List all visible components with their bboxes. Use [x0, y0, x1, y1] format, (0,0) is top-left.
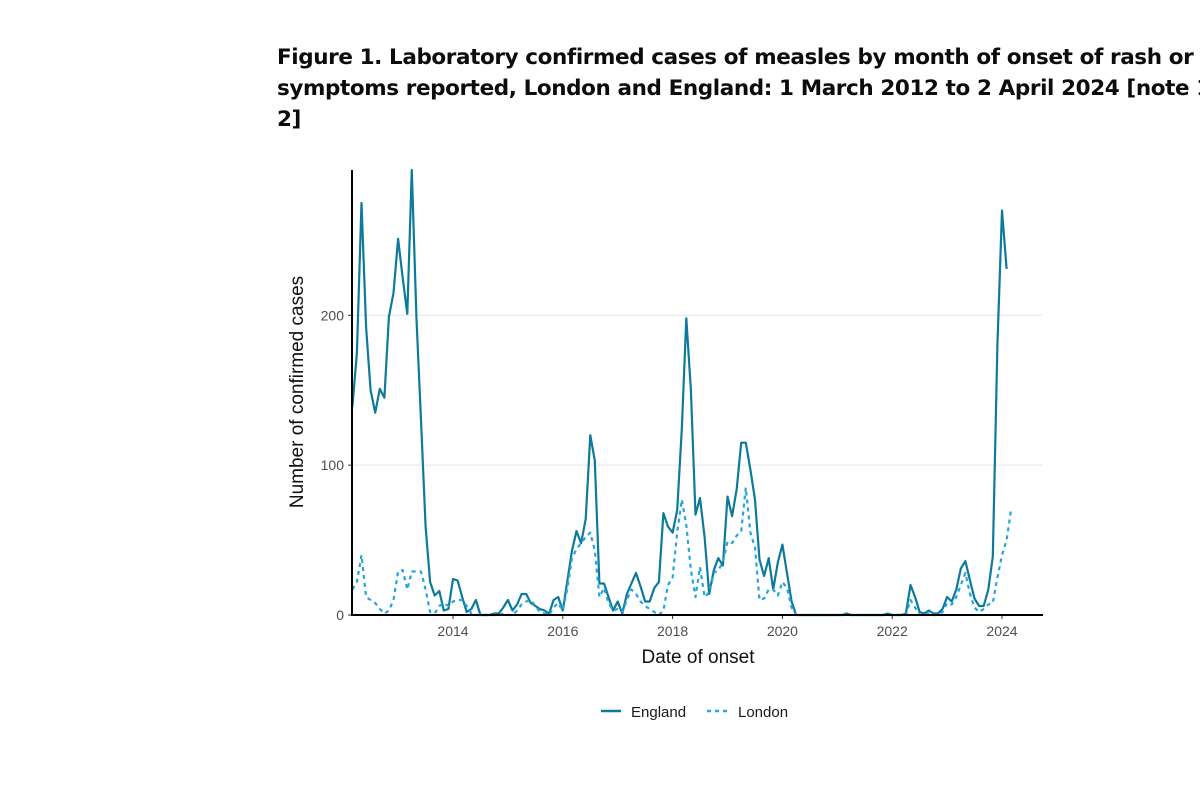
x-tick-label: 2016 [547, 623, 578, 639]
axes: 0 100 200 2014 2016 2018 2020 2022 2024 [321, 170, 1043, 639]
y-axis-label: Number of confirmed cases [287, 276, 308, 508]
series-line-england [351, 168, 1008, 617]
y-tick-label: 200 [321, 307, 345, 323]
x-tick-label: 2018 [657, 623, 688, 639]
series-lines [351, 168, 1013, 617]
gridlines [352, 314, 1043, 466]
legend-label-london: London [738, 704, 788, 721]
figure-title: Figure 1. Laboratory confirmed cases of … [277, 45, 1200, 132]
series-line-london [351, 486, 1013, 617]
y-tick-label: 100 [321, 457, 345, 473]
x-axis-label: Date of onset [641, 647, 755, 668]
x-tick-label: 2014 [437, 623, 468, 639]
legend-label-england: England [631, 704, 686, 721]
x-tick-label: 2020 [767, 623, 798, 639]
y-tick-label: 0 [336, 607, 344, 623]
legend: England London [601, 704, 788, 721]
x-tick-label: 2024 [986, 623, 1017, 639]
x-tick-label: 2022 [877, 623, 908, 639]
